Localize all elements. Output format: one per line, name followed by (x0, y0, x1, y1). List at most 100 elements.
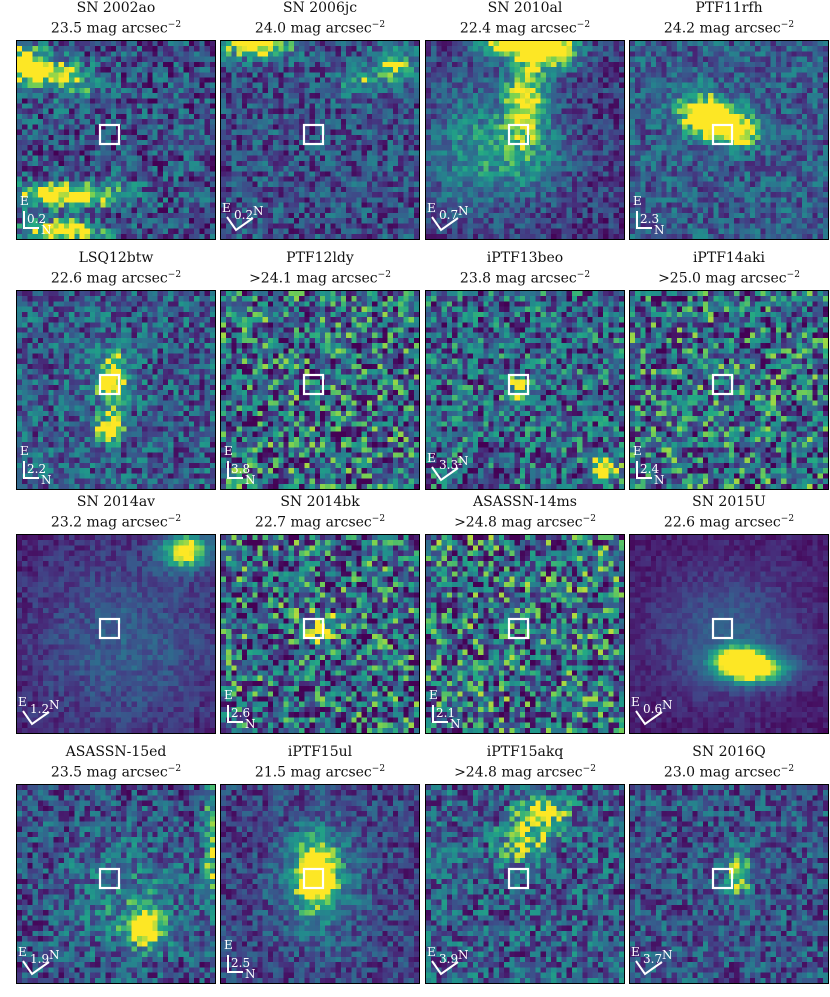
panel-title: iPTF13beo (410, 250, 640, 267)
sn-position-marker (711, 373, 734, 396)
surface-brightness-value: 23.8 (460, 271, 491, 287)
surface-brightness-value: 24.8 (466, 515, 497, 531)
panel-title: SN 2010al (410, 0, 640, 17)
panel-title: SN 2006jc (205, 0, 435, 17)
cutout-pixels (426, 291, 624, 489)
cutout-image: E N 3.7 (629, 784, 829, 984)
svg-text:E: E (20, 194, 29, 208)
sn-position-marker (98, 617, 121, 640)
cutout-panel: SN 2010al 22.4 mag arcsec−2 E N 0.7 (425, 0, 625, 240)
panel-title: iPTF14aki (614, 250, 830, 267)
panel-surface-brightness: 22.4 mag arcsec−2 (410, 17, 640, 38)
unit-label: mag arcsec (296, 271, 377, 287)
cutout-image: E N 0.2 (16, 40, 216, 240)
unit-exponent: −2 (168, 764, 181, 774)
svg-text:0.2: 0.2 (27, 212, 46, 226)
unit-exponent: −2 (583, 764, 596, 774)
cutout-image: E N 3.3 (425, 290, 625, 490)
surface-brightness-value: 22.6 (664, 515, 695, 531)
compass-icon: E N1.9 (18, 945, 60, 976)
unit-label: mag arcsec (700, 765, 781, 781)
unit-exponent: −2 (372, 514, 385, 524)
svg-text:N: N (253, 204, 264, 218)
panel-title: SN 2002ao (1, 0, 231, 17)
svg-text:E: E (222, 201, 231, 215)
cutout-panel: SN 2015U 22.6 mag arcsec−2 E N 0.6 (629, 494, 829, 734)
panel-title: PTF11rfh (614, 0, 830, 17)
panel-surface-brightness: 23.0 mag arcsec−2 (614, 761, 830, 782)
svg-text:0.7: 0.7 (439, 208, 458, 222)
unit-exponent: −2 (781, 20, 794, 30)
cutout-pixels (426, 41, 624, 239)
panel-title: SN 2014av (1, 494, 231, 511)
cutout-panel: LSQ12btw 22.6 mag arcsec−2 E N 2.2 (16, 250, 216, 490)
cutout-panel: ASASSN-14ms >24.8 mag arcsec−2 E N 2.1 (425, 494, 625, 734)
panel-title: iPTF15akq (410, 744, 640, 761)
unit-exponent: −2 (378, 270, 391, 280)
cutout-panel: SN 2006jc 24.0 mag arcsec−2 E N 0.2 (220, 0, 420, 240)
cutout-panel: ASASSN-15ed 23.5 mag arcsec−2 E N 1.9 (16, 744, 216, 984)
surface-brightness-value: 24.2 (664, 21, 695, 37)
unit-label: mag arcsec (700, 515, 781, 531)
cutout-pixels (630, 785, 828, 983)
compass-icon: EN2.1 (429, 688, 461, 731)
sn-position-marker (507, 617, 530, 640)
unit-exponent: −2 (168, 514, 181, 524)
limit-symbol: > (249, 271, 261, 287)
sn-position-marker (98, 123, 121, 146)
compass-icon: EN3.8 (224, 444, 256, 487)
sn-position-marker (507, 373, 530, 396)
panel-title: ASASSN-14ms (410, 494, 640, 511)
unit-label: mag arcsec (501, 765, 582, 781)
sn-position-marker (507, 123, 530, 146)
compass-icon: E N0.6 (631, 695, 673, 726)
cutout-pixels (630, 41, 828, 239)
sn-position-marker (302, 867, 325, 890)
cutout-panel: PTF12ldy >24.1 mag arcsec−2 E N 3.8 (220, 250, 420, 490)
compass-icon: E N0.2 (20, 194, 52, 237)
sn-position-marker (711, 617, 734, 640)
panel-surface-brightness: 23.2 mag arcsec−2 (1, 511, 231, 532)
cutout-image: E N 2.5 (220, 784, 420, 984)
unit-exponent: −2 (787, 270, 800, 280)
surface-brightness-value: 23.5 (51, 21, 82, 37)
limit-symbol: > (658, 271, 670, 287)
cutout-image: E N 2.1 (425, 534, 625, 734)
limit-symbol: > (454, 515, 466, 531)
cutout-panel: SN 2002ao 23.5 mag arcsec−2 E N 0.2 (16, 0, 216, 240)
panel-surface-brightness: 23.5 mag arcsec−2 (1, 17, 231, 38)
cutout-panel: iPTF13beo 23.8 mag arcsec−2 E N 3.3 (425, 250, 625, 490)
panel-surface-brightness: >24.1 mag arcsec−2 (205, 267, 435, 288)
cutout-image: E N 3.8 (220, 290, 420, 490)
surface-brightness-value: 22.4 (460, 21, 491, 37)
panel-surface-brightness: 23.5 mag arcsec−2 (1, 761, 231, 782)
cutout-pixels (426, 535, 624, 733)
unit-label: mag arcsec (87, 515, 168, 531)
cutout-pixels (17, 785, 215, 983)
unit-exponent: −2 (372, 20, 385, 30)
sn-position-marker (302, 373, 325, 396)
cutout-pixels (17, 291, 215, 489)
unit-exponent: −2 (168, 270, 181, 280)
unit-label: mag arcsec (291, 515, 372, 531)
cutout-pixels (630, 291, 828, 489)
unit-exponent: −2 (577, 20, 590, 30)
surface-brightness-value: 24.8 (466, 765, 497, 781)
unit-label: mag arcsec (496, 21, 577, 37)
compass-icon: EN2.4 (633, 444, 665, 487)
panel-surface-brightness: 22.6 mag arcsec−2 (614, 511, 830, 532)
unit-label: mag arcsec (705, 271, 786, 287)
unit-label: mag arcsec (87, 765, 168, 781)
panel-title: LSQ12btw (1, 250, 231, 267)
svg-text:0.2: 0.2 (234, 208, 253, 222)
cutout-image: E N 2.2 (16, 290, 216, 490)
cutout-image: E N 2.6 (220, 534, 420, 734)
unit-label: mag arcsec (291, 765, 372, 781)
cutout-pixels (221, 535, 419, 733)
panel-surface-brightness: 22.6 mag arcsec−2 (1, 267, 231, 288)
cutout-pixels (221, 41, 419, 239)
sn-position-marker (98, 867, 121, 890)
unit-exponent: −2 (577, 270, 590, 280)
compass-icon: E N1.2 (18, 695, 60, 726)
